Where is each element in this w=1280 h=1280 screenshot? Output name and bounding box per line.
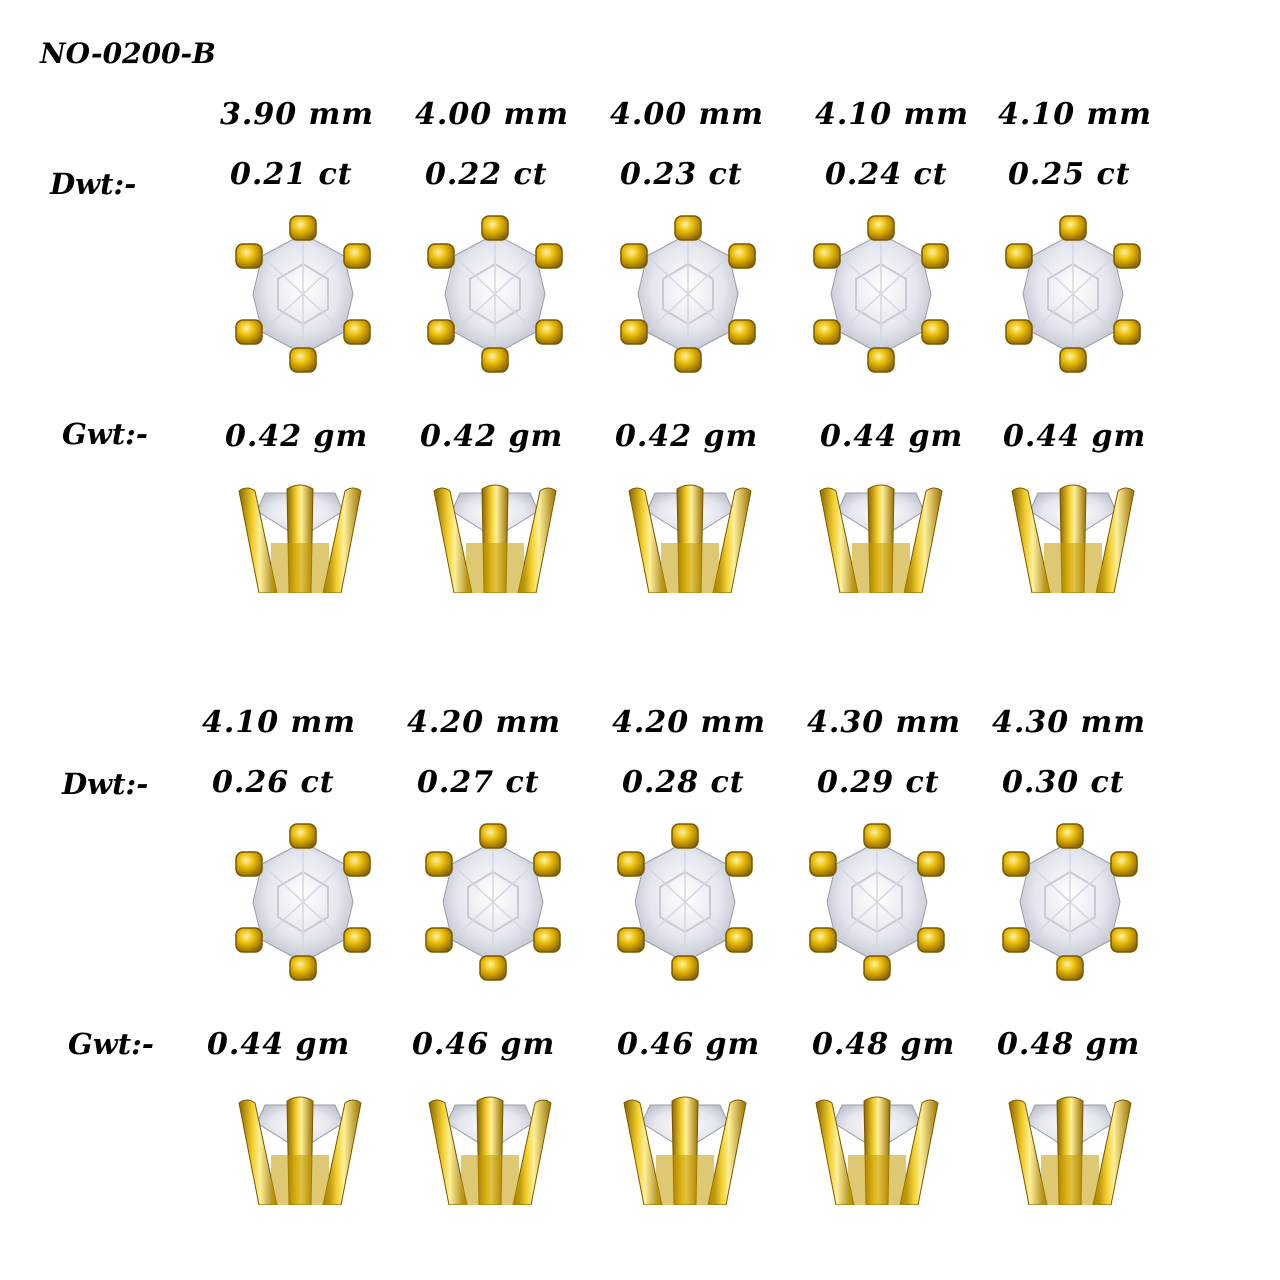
gross-weight: 0.42 gm: [615, 419, 759, 454]
stud-side-view-icon: [998, 483, 1148, 593]
diamond-weight: 0.23 ct: [620, 157, 743, 192]
gross-weight: 0.44 gm: [1003, 419, 1147, 454]
stone-size: 4.30 mm: [992, 705, 1146, 740]
stud-top-view-icon: [802, 822, 952, 982]
stone-size: 4.20 mm: [612, 705, 766, 740]
stone-size: 4.00 mm: [415, 97, 569, 132]
stud-top-view-icon: [228, 822, 378, 982]
stud-side-view-icon: [806, 483, 956, 593]
stone-size: 3.90 mm: [220, 97, 374, 132]
stud-side-view-icon: [802, 1095, 952, 1205]
stone-size: 4.30 mm: [807, 705, 961, 740]
stud-top-view-icon: [806, 214, 956, 374]
diamond-weight: 0.24 ct: [825, 157, 948, 192]
dwt-label: Dwt:-: [50, 167, 137, 201]
stud-side-view-icon: [225, 483, 375, 593]
stud-top-view-icon: [610, 822, 760, 982]
stone-size: 4.10 mm: [202, 705, 356, 740]
diamond-weight: 0.21 ct: [230, 157, 353, 192]
product-code: NO-0200-B: [40, 37, 216, 70]
stud-top-view-icon: [995, 822, 1145, 982]
stud-top-view-icon: [418, 822, 568, 982]
stud-side-view-icon: [415, 1095, 565, 1205]
gross-weight: 0.44 gm: [820, 419, 964, 454]
gross-weight: 0.46 gm: [617, 1027, 761, 1062]
diamond-weight: 0.26 ct: [212, 765, 335, 800]
diamond-weight: 0.25 ct: [1008, 157, 1131, 192]
diamond-weight: 0.27 ct: [417, 765, 540, 800]
stud-top-view-icon: [228, 214, 378, 374]
stud-side-view-icon: [995, 1095, 1145, 1205]
gross-weight: 0.48 gm: [997, 1027, 1141, 1062]
gwt-label: Gwt:-: [62, 417, 148, 451]
stone-size: 4.10 mm: [815, 97, 969, 132]
stud-side-view-icon: [610, 1095, 760, 1205]
stone-size: 4.10 mm: [998, 97, 1152, 132]
stone-size: 4.00 mm: [610, 97, 764, 132]
stone-size: 4.20 mm: [407, 705, 561, 740]
stud-top-view-icon: [420, 214, 570, 374]
gross-weight: 0.42 gm: [420, 419, 564, 454]
gross-weight: 0.46 gm: [412, 1027, 556, 1062]
diamond-weight: 0.29 ct: [817, 765, 940, 800]
stud-side-view-icon: [420, 483, 570, 593]
gross-weight: 0.42 gm: [225, 419, 369, 454]
stud-side-view-icon: [225, 1095, 375, 1205]
diamond-weight: 0.30 ct: [1002, 765, 1125, 800]
gwt-label: Gwt:-: [68, 1027, 154, 1061]
stud-top-view-icon: [613, 214, 763, 374]
gross-weight: 0.48 gm: [812, 1027, 956, 1062]
diamond-weight: 0.28 ct: [622, 765, 745, 800]
stud-side-view-icon: [615, 483, 765, 593]
diamond-weight: 0.22 ct: [425, 157, 548, 192]
dwt-label: Dwt:-: [62, 767, 149, 801]
stud-top-view-icon: [998, 214, 1148, 374]
gross-weight: 0.44 gm: [207, 1027, 351, 1062]
